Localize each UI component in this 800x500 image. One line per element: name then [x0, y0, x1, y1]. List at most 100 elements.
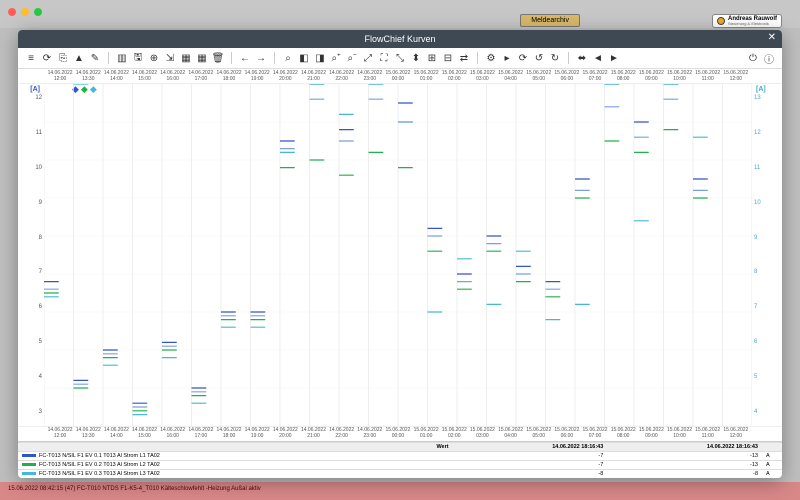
brand-logo-icon — [717, 17, 725, 25]
toolbar-icon[interactable]: ▲ — [72, 51, 86, 65]
max-dot[interactable] — [34, 8, 42, 16]
close-icon[interactable]: ✕ — [768, 32, 776, 43]
toolbar-icon[interactable]: ► — [607, 51, 621, 65]
time-tick: 14.06.202220:00 — [271, 71, 299, 82]
series-line — [44, 99, 723, 407]
toolbar-icon[interactable]: ⇲ — [163, 51, 177, 65]
toolbar-icon[interactable]: 🗑 — [211, 51, 225, 65]
toolbar-icon[interactable]: ← — [238, 51, 252, 65]
time-tick: 15.06.202205:00 — [525, 71, 553, 82]
toolbar-icon[interactable]: ⟳ — [40, 51, 54, 65]
meldearchiv-button[interactable]: Meldearchiv — [520, 14, 580, 27]
toolbar-icon[interactable]: ⌕⁻ — [345, 51, 359, 65]
time-tick: 14.06.202221:00 — [299, 428, 327, 439]
toolbar-icon[interactable]: 🖫 — [131, 51, 145, 65]
time-tick: 15.06.202206:00 — [553, 428, 581, 439]
time-tick: 15.06.202208:00 — [609, 428, 637, 439]
toolbar-icon[interactable]: ⌕⁺ — [329, 51, 343, 65]
time-tick: 15.06.202203:00 — [468, 428, 496, 439]
toolbar-icon[interactable]: ⟳ — [516, 51, 530, 65]
toolbar-icon[interactable]: ◨ — [313, 51, 327, 65]
time-tick: 14.06.202214:00 — [102, 71, 130, 82]
series-line — [44, 84, 723, 415]
time-tick: 15.06.202205:00 — [525, 428, 553, 439]
time-tick: 14.06.202215:00 — [130, 428, 158, 439]
toolbar-icon[interactable]: ⊕ — [147, 51, 161, 65]
legend: Wert14.06.2022 18:16:4314.06.2022 18:16:… — [18, 441, 782, 478]
y-tick: 5 — [39, 339, 42, 345]
brand-sub: Steuerung & Elektronik — [728, 22, 777, 26]
legend-row[interactable]: FC-T013 N/SIL F1 EV 0.2 T013 Al Strom L2… — [18, 461, 782, 470]
y-tick: 11 — [754, 165, 760, 171]
toolbar-icon[interactable]: ▦ — [195, 51, 209, 65]
min-dot[interactable] — [21, 8, 29, 16]
toolbar-icon[interactable]: ◄ — [591, 51, 605, 65]
time-tick: 14.06.202212:00 — [46, 71, 74, 82]
time-tick: 14.06.202218:00 — [215, 71, 243, 82]
time-tick: 15.06.202212:00 — [722, 71, 750, 82]
time-tick: 15.06.202209:00 — [637, 428, 665, 439]
y-tick: 9 — [39, 200, 42, 206]
time-tick: 15.06.202201:00 — [412, 428, 440, 439]
series-line — [44, 130, 723, 411]
toolbar-icon[interactable]: ⏻ — [746, 51, 760, 65]
time-tick: 14.06.202217:00 — [187, 428, 215, 439]
time-tick: 14.06.202216:00 — [159, 71, 187, 82]
time-tick: 15.06.202200:00 — [384, 71, 412, 82]
y-tick: 12 — [754, 130, 761, 136]
y-tick: 7 — [754, 304, 757, 310]
y-tick: 7 — [39, 269, 42, 275]
toolbar: ≡⟳⎘▲✎▥🖫⊕⇲▦▦🗑←→⌕◧◨⌕⁺⌕⁻⤢⛶⤡⬍⊞⊟⇄⚙▸⟳↺↻⬌◄►⏻ⓘ — [18, 48, 782, 69]
y-tick: 10 — [35, 165, 42, 171]
y-axis-left: [A] 1211109876543 — [18, 84, 44, 426]
time-tick: 15.06.202210:00 — [665, 428, 693, 439]
y-tick: 9 — [754, 235, 757, 241]
toolbar-icon[interactable]: ◧ — [297, 51, 311, 65]
toolbar-icon[interactable]: ▥ — [115, 51, 129, 65]
toolbar-icon[interactable]: ✎ — [88, 51, 102, 65]
time-tick: 15.06.202211:00 — [694, 428, 722, 439]
time-tick: 14.06.202218:00 — [215, 428, 243, 439]
toolbar-icon[interactable]: ⓘ — [762, 51, 776, 65]
y-tick: 12 — [35, 95, 42, 101]
time-tick: 15.06.202209:00 — [637, 71, 665, 82]
y-tick: 6 — [39, 304, 42, 310]
y-right-unit: [A] — [756, 86, 766, 93]
toolbar-icon[interactable]: ⚙ — [484, 51, 498, 65]
time-tick: 15.06.202211:00 — [694, 71, 722, 82]
time-tick: 15.06.202207:00 — [581, 428, 609, 439]
toolbar-icon[interactable]: → — [254, 51, 268, 65]
toolbar-icon[interactable]: ≡ — [24, 51, 38, 65]
toolbar-icon[interactable]: ⌕ — [281, 51, 295, 65]
time-tick: 15.06.202201:00 — [412, 71, 440, 82]
toolbar-icon[interactable]: ▸ — [500, 51, 514, 65]
time-tick: 14.06.202217:00 — [187, 71, 215, 82]
toolbar-icon[interactable]: ⬍ — [409, 51, 423, 65]
y-tick: 13 — [754, 95, 761, 101]
toolbar-icon[interactable]: ⛶ — [377, 51, 391, 65]
time-tick: 15.06.202207:00 — [581, 71, 609, 82]
time-tick: 14.06.202219:00 — [243, 71, 271, 82]
plot[interactable]: ◆◆◆ — [44, 84, 752, 426]
toolbar-icon[interactable]: ⇄ — [457, 51, 471, 65]
time-tick: 14.06.202221:00 — [299, 71, 327, 82]
titlebar: FlowChief Kurven ✕ — [18, 30, 782, 48]
toolbar-icon[interactable]: ▦ — [179, 51, 193, 65]
toolbar-icon[interactable]: ↻ — [548, 51, 562, 65]
toolbar-icon[interactable]: ⤡ — [393, 51, 407, 65]
time-tick: 14.06.202215:00 — [130, 71, 158, 82]
y-tick: 5 — [754, 374, 757, 380]
toolbar-icon[interactable]: ⬌ — [575, 51, 589, 65]
close-dot[interactable] — [8, 8, 16, 16]
toolbar-icon[interactable]: ⎘ — [56, 51, 70, 65]
toolbar-icon[interactable]: ⤢ — [361, 51, 375, 65]
time-tick: 15.06.202200:00 — [384, 428, 412, 439]
time-tick: 14.06.202222:00 — [328, 428, 356, 439]
legend-row[interactable]: FC-T013 N/SIL F1 EV 0.3 T013 Al Strom L3… — [18, 470, 782, 479]
toolbar-icon[interactable]: ↺ — [532, 51, 546, 65]
toolbar-icon[interactable]: ⊟ — [441, 51, 455, 65]
time-tick: 14.06.202222:00 — [328, 71, 356, 82]
legend-row[interactable]: FC-T013 N/SIL F1 EV 0.1 T013 Al Strom L1… — [18, 452, 782, 461]
toolbar-icon[interactable]: ⊞ — [425, 51, 439, 65]
y-tick: 8 — [39, 235, 42, 241]
